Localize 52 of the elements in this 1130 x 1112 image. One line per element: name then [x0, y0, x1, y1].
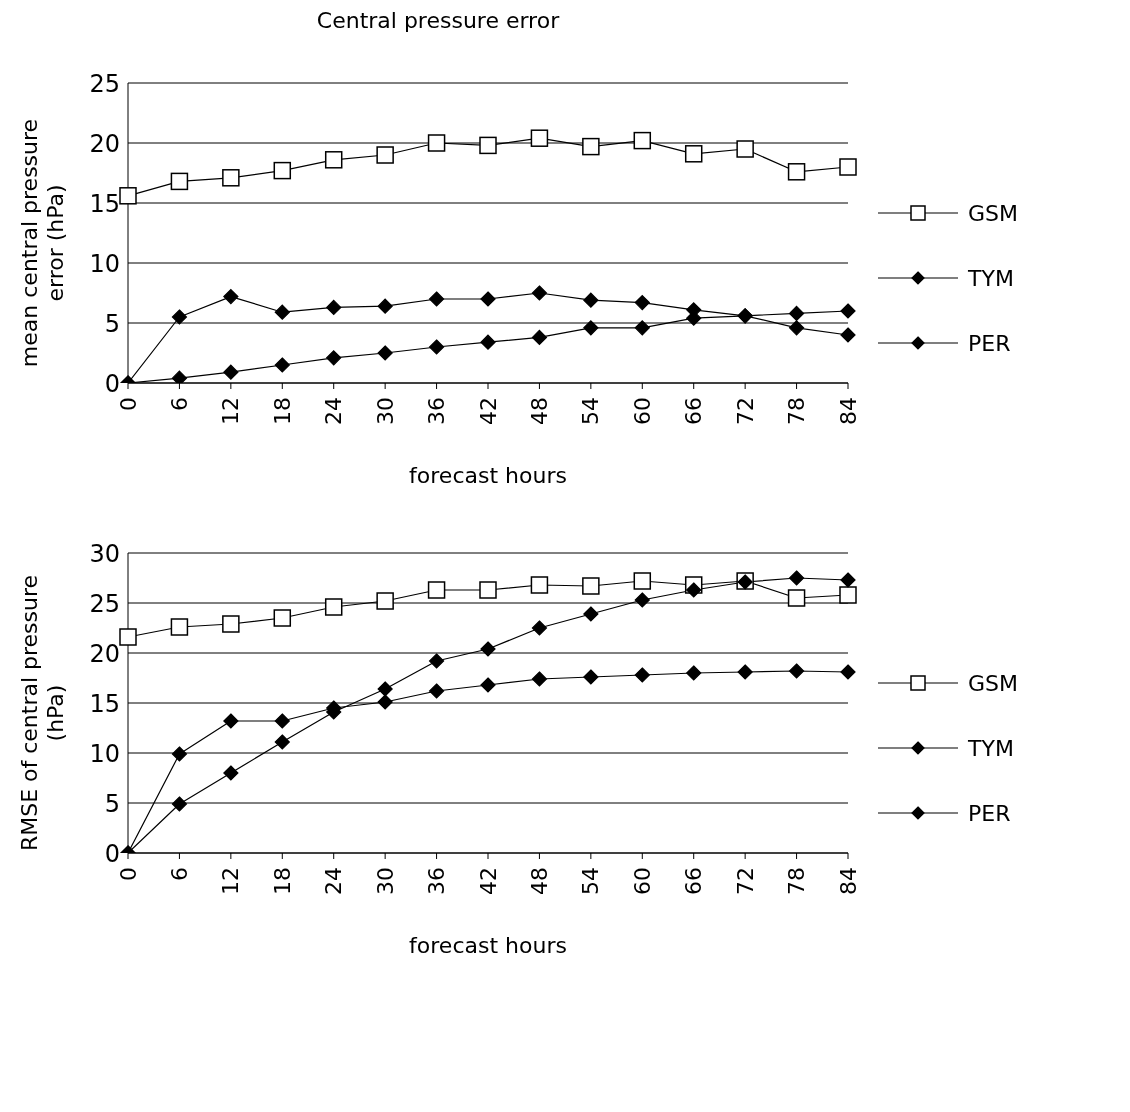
- x-tick-label: 72: [732, 867, 758, 895]
- x-tick-label: 48: [526, 397, 552, 425]
- y-tick-label: 25: [89, 589, 120, 618]
- legend-label: PER: [968, 800, 1011, 826]
- x-tick-label: 0: [115, 397, 141, 411]
- x-tick-label: 72: [732, 397, 758, 425]
- x-tick-label: 6: [166, 867, 192, 881]
- x-tick-label: 78: [784, 867, 810, 895]
- x-tick-label: 36: [424, 867, 450, 895]
- x-tick-label: 24: [321, 397, 347, 425]
- x-tick-label: 48: [526, 867, 552, 895]
- legend-label: PER: [968, 330, 1011, 356]
- x-tick-label: 84: [835, 867, 861, 895]
- x-tick-label: 42: [475, 397, 501, 425]
- x-tick-label: 60: [629, 397, 655, 425]
- x-tick-label: 66: [681, 397, 707, 425]
- x-tick-label: 18: [269, 867, 295, 895]
- x-tick-label: 18: [269, 397, 295, 425]
- x-tick-label: 42: [475, 867, 501, 895]
- x-tick-label: 6: [166, 397, 192, 411]
- x-tick-label: 54: [578, 867, 604, 895]
- legend-label: TYM: [968, 735, 1014, 761]
- chart-title: Central pressure error: [315, 8, 561, 33]
- x-tick-label: 84: [835, 397, 861, 425]
- x-tick-label: 66: [681, 867, 707, 895]
- x-tick-label: 60: [629, 867, 655, 895]
- y-tick-label: 10: [89, 739, 120, 768]
- y-tick-label: 30: [89, 539, 120, 568]
- x-tick-label: 0: [115, 867, 141, 881]
- x-tick-label: 12: [218, 397, 244, 425]
- legend-label: TYM: [968, 265, 1014, 291]
- y-tick-label: 5: [104, 789, 120, 818]
- y-axis-title: mean central pressure error (hPa): [17, 117, 69, 370]
- x-axis-title: forecast hours: [409, 933, 567, 958]
- y-tick-label: 25: [89, 69, 120, 98]
- y-tick-label: 20: [89, 639, 120, 668]
- y-tick-label: 10: [89, 249, 120, 278]
- x-tick-label: 30: [372, 397, 398, 425]
- x-tick-label: 24: [321, 867, 347, 895]
- legend-label: GSM: [968, 670, 1018, 696]
- x-tick-label: 30: [372, 867, 398, 895]
- y-tick-label: 15: [89, 189, 120, 218]
- y-tick-label: 20: [89, 129, 120, 158]
- y-tick-label: 15: [89, 689, 120, 718]
- legend-label: GSM: [968, 200, 1018, 226]
- x-axis-title: forecast hours: [409, 463, 567, 488]
- x-tick-label: 36: [424, 397, 450, 425]
- x-tick-label: 54: [578, 397, 604, 425]
- x-tick-label: 78: [784, 397, 810, 425]
- y-tick-label: 5: [104, 309, 120, 338]
- y-axis-title: RMSE of central pressure (hPa): [17, 573, 69, 854]
- x-tick-label: 12: [218, 867, 244, 895]
